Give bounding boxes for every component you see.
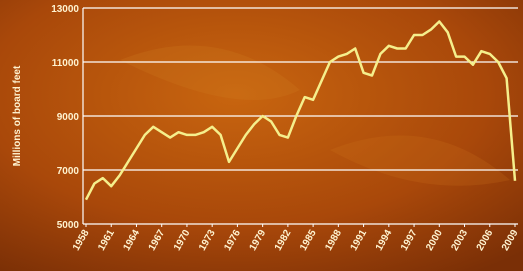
y-tick-label: 9000 [57,112,80,123]
chart: Millions of board feet 5000 7000 9000 11000… [0,0,523,271]
y-tick-label: 5000 [57,220,80,231]
y-tick-label: 13000 [51,4,79,15]
y-tick-label: 7000 [57,166,80,177]
page: {"chart_data": {"type": "line", "y_label… [0,0,523,271]
y-tick-label: 11000 [52,58,80,69]
y-axis-label: Millions of board feet [12,65,23,166]
